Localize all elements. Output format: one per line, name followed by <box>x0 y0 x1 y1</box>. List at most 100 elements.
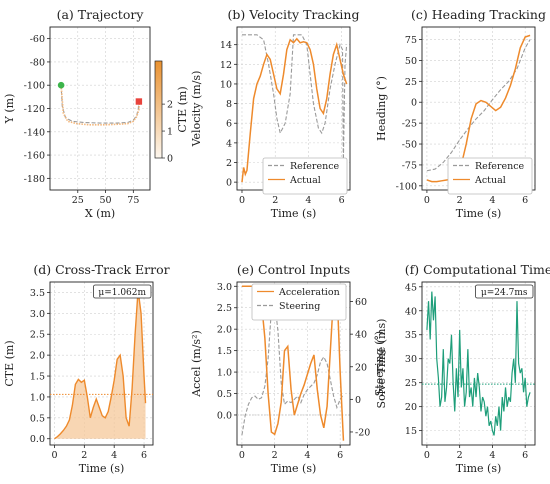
y-tick-label: 1.5 <box>217 346 232 357</box>
x-tick-label: 0 <box>424 195 430 206</box>
chart-title: (c) Heading Tracking <box>411 7 546 22</box>
reference-line <box>426 39 531 172</box>
legend-entry: Actual <box>474 175 506 186</box>
annotation-text: μ=24.7ms <box>481 288 528 298</box>
annotation-text: μ=1.062m <box>98 288 146 298</box>
y-tick-label: 4 <box>226 138 232 149</box>
y-tick-label: 1.5 <box>30 372 45 383</box>
y-tick-label: 2.5 <box>217 303 232 314</box>
y-tick-label: -140 <box>24 127 45 138</box>
plot-frame <box>49 281 154 446</box>
legend-box <box>262 157 348 195</box>
y-tick-label: -120 <box>24 104 45 115</box>
y-tick-label: 2.0 <box>217 325 232 336</box>
y-tick-label: 3.0 <box>30 309 45 320</box>
y-tick-label: 2.0 <box>30 351 45 362</box>
legend-entry: Acceleration <box>278 287 340 298</box>
x-tick-label: 4 <box>489 450 495 461</box>
colorbar-tick-label: 1 <box>167 127 173 138</box>
chart-title: (e) Control Inputs <box>237 262 350 277</box>
right-tick-label: -20 <box>355 427 370 438</box>
y-tick-label: 10 <box>220 79 232 90</box>
actual-path-line <box>60 85 141 126</box>
x-tick-label: 2 <box>457 195 463 206</box>
x-tick-label: 4 <box>305 195 311 206</box>
right-tick-label: 60 <box>355 297 367 308</box>
x-tick-label: 4 <box>111 450 117 461</box>
colorbar <box>154 60 163 159</box>
legend-entry: Reference <box>475 161 525 172</box>
x-axis-label: Time (s) <box>456 207 502 220</box>
y-tick-label: -180 <box>24 174 45 185</box>
right-tick-label: 20 <box>355 362 367 373</box>
y-tick-label: 0.5 <box>30 413 45 424</box>
x-tick-label: 0 <box>424 450 430 461</box>
y-axis-label: Accel (m/s²) <box>190 330 203 398</box>
legend-box <box>251 283 347 321</box>
x-axis-label: Time (s) <box>456 462 502 475</box>
annotation-box <box>474 284 534 299</box>
x-axis-label: X (m) <box>85 207 115 220</box>
legend-entry: Steering <box>279 301 320 312</box>
y-tick-label: 50 <box>405 56 417 67</box>
y-axis-label: Heading (°) <box>375 76 388 141</box>
actual-line <box>241 37 348 183</box>
start-marker <box>57 81 65 89</box>
y-tick-label: -80 <box>30 57 45 68</box>
y-tick-label: 45 <box>405 282 417 293</box>
colorbar-tick-label: 0 <box>167 154 173 165</box>
x-tick-label: 75 <box>127 195 139 206</box>
plot-frame <box>236 281 351 446</box>
legend-box <box>447 157 533 195</box>
y-axis-label: Y (m) <box>3 94 16 125</box>
x-tick-label: 6 <box>337 450 343 461</box>
x-axis-label: Time (s) <box>79 462 125 475</box>
reference-line <box>241 34 348 163</box>
x-tick-label: 6 <box>522 450 528 461</box>
y-tick-label: 35 <box>405 330 417 341</box>
y-axis-label: Solve Time (ms) <box>375 319 388 409</box>
solve-time-line <box>426 291 531 436</box>
y-tick-label: -160 <box>24 151 45 162</box>
y-axis-label: Velocity (m/s) <box>190 71 203 148</box>
x-axis-label: Time (s) <box>271 207 317 220</box>
right-tick-label: 40 <box>355 330 367 341</box>
x-tick-label: 0 <box>239 450 245 461</box>
colorbar-label: CTE (m) <box>176 86 189 132</box>
annotation-box <box>93 284 152 299</box>
x-tick-label: 2 <box>457 450 463 461</box>
y-tick-label: 0 <box>226 178 232 189</box>
y-tick-label: 0.0 <box>30 434 45 445</box>
x-tick-label: 2 <box>272 450 278 461</box>
y-tick-label: 20 <box>405 402 417 413</box>
x-tick-label: 4 <box>489 195 495 206</box>
y-tick-label: -75 <box>402 160 417 171</box>
y-tick-label: 25 <box>405 378 417 389</box>
right-axis-label: Steering (°) <box>373 331 386 396</box>
x-tick-label: 4 <box>304 450 310 461</box>
right-tick-label: 0 <box>355 395 361 406</box>
y-tick-label: 8 <box>226 99 232 110</box>
y-tick-label: 0 <box>411 98 417 109</box>
cte-line <box>54 290 147 440</box>
y-tick-label: 75 <box>405 35 417 46</box>
x-tick-label: 0 <box>239 195 245 206</box>
reference-path-line <box>60 85 140 124</box>
actual-line <box>426 34 531 183</box>
x-tick-label: 6 <box>141 450 147 461</box>
y-tick-label: 12 <box>220 60 232 71</box>
x-tick-label: 50 <box>100 195 112 206</box>
y-tick-label: 6 <box>226 119 232 130</box>
end-marker <box>135 98 143 105</box>
y-tick-label: 30 <box>405 354 417 365</box>
chart-title: (b) Velocity Tracking <box>228 7 360 22</box>
x-tick-label: 6 <box>339 195 345 206</box>
legend-entry: Reference <box>290 161 340 172</box>
x-tick-label: 2 <box>272 195 278 206</box>
legend-entry: Actual <box>289 175 321 186</box>
plot-frame <box>421 281 536 446</box>
y-tick-label: -50 <box>402 140 417 151</box>
x-tick-label: 0 <box>51 450 57 461</box>
cte-area <box>54 290 146 439</box>
